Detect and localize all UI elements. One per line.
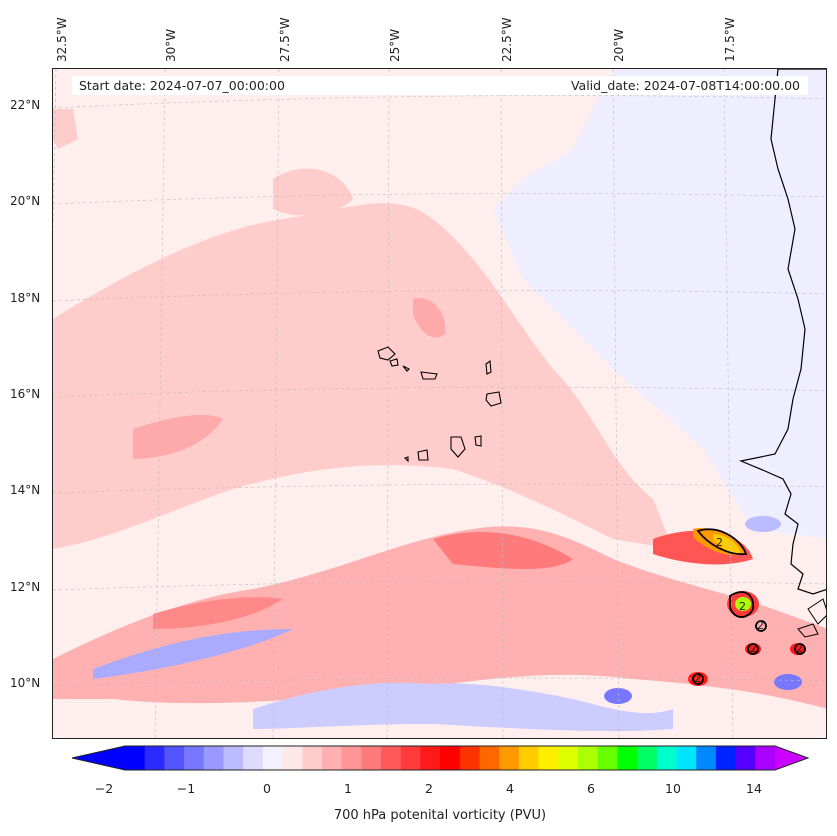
date-banner: Start date: 2024-07-07_00:00:00 Valid_da… <box>72 76 808 95</box>
colorbar-segment <box>164 746 185 770</box>
colorbar-min-extension <box>72 746 125 770</box>
low-pv-region-ne <box>493 69 826 539</box>
colorbar-segment <box>381 746 402 770</box>
colorbar <box>71 745 810 771</box>
lat-label-12n: 12°N <box>10 580 41 594</box>
lat-label-14n: 14°N <box>10 483 41 497</box>
colorbar-segment <box>696 746 717 770</box>
colorbar-segment <box>420 746 441 770</box>
colorbar-segment <box>656 746 678 770</box>
colorbar-tick: 10 <box>665 781 681 796</box>
strong-pv-band <box>53 526 826 709</box>
pv-cell-south-core <box>735 597 751 611</box>
moderate-pv-nw <box>53 109 78 149</box>
negative-pv-cell-3 <box>745 516 781 532</box>
colorbar-tick: −2 <box>94 781 114 796</box>
colorbar-segment <box>203 746 224 770</box>
colorbar-segment <box>637 746 658 770</box>
lat-label-20n: 20°N <box>10 194 41 208</box>
colorbar-segment <box>755 746 776 770</box>
lon-label-20w: 20°W <box>612 28 626 62</box>
lon-label-30w: 30°W <box>164 28 178 62</box>
colorbar-segment <box>223 746 244 770</box>
colorbar-segment <box>341 746 362 770</box>
gridlines <box>53 69 826 738</box>
colorbar-tick: 1 <box>344 781 352 796</box>
pv-map: 2 2 2 2 2 2 <box>52 68 827 739</box>
pv-max-yellow <box>713 534 741 554</box>
colorbar-tick: 2 <box>425 781 433 796</box>
lat-label-22n: 22°N <box>10 98 41 112</box>
colorbar-segment <box>243 746 264 770</box>
colorbar-segment <box>459 746 481 770</box>
colorbar-tick: −1 <box>176 781 196 796</box>
negative-pv-band-2 <box>253 682 673 732</box>
contour-label: 2 <box>739 600 746 613</box>
moderate-pv-north <box>273 168 353 216</box>
negative-pv-cell-2 <box>774 674 802 690</box>
colorbar-segment <box>361 746 382 770</box>
lon-label-32-5w: 32.5°W <box>55 17 69 62</box>
pv-patch-1 <box>413 298 446 338</box>
contour-label: 2 <box>796 642 803 655</box>
africa-coastline <box>738 69 826 595</box>
colorbar-tick: 0 <box>263 781 271 796</box>
lon-label-27-5w: 27.5°W <box>278 17 292 62</box>
pv-patch-2 <box>133 414 223 459</box>
pv-cell-3 <box>790 643 806 655</box>
colorbar-segment <box>558 746 579 770</box>
lat-label-16n: 16°N <box>10 387 41 401</box>
lon-label-25w: 25°W <box>388 28 402 62</box>
negative-pv-cell <box>604 688 632 704</box>
moderate-pv-west <box>73 276 193 359</box>
pv-cell-4 <box>688 672 708 686</box>
colorbar-segment <box>538 746 559 770</box>
valid-date: Valid_date: 2024-07-08T14:00:00.00 <box>570 78 800 93</box>
lat-label-10n: 10°N <box>10 676 41 690</box>
colorbar-segment <box>676 746 697 770</box>
pv-ridge-2 <box>153 597 283 629</box>
start-date: Start date: 2024-07-07_00:00:00 <box>79 78 285 93</box>
moderate-pv-band <box>53 203 673 550</box>
pv-ridge-1 <box>433 531 573 569</box>
low-pv-patch <box>573 219 653 299</box>
colorbar-segment <box>617 746 638 770</box>
lat-label-18n: 18°N <box>10 291 41 305</box>
contour-label: 2 <box>757 619 764 632</box>
colorbar-tick: 6 <box>587 781 595 796</box>
colorbar-label: 700 hPa potenital vorticity (PVU) <box>333 808 547 823</box>
cape-verde-islands <box>377 346 502 463</box>
contour-label: 2 <box>750 642 757 655</box>
bijagos-islands <box>797 598 826 638</box>
pv-field-svg <box>53 69 826 738</box>
colorbar-segment <box>715 746 737 770</box>
colorbar-outline <box>71 745 810 771</box>
colorbar-segment <box>302 746 323 770</box>
contour-label: 2 <box>716 536 723 549</box>
colorbar-segment <box>735 746 756 770</box>
lon-label-22-5w: 22.5°W <box>500 17 514 62</box>
contour-label: 2 <box>694 672 701 685</box>
colorbar-segment <box>499 746 520 770</box>
lon-label-17-5w: 17.5°W <box>723 17 737 62</box>
colorbar-tick: 4 <box>506 781 514 796</box>
colorbar-segment <box>400 746 421 770</box>
colorbar-segment <box>479 746 500 770</box>
colorbar-segment <box>262 746 284 770</box>
colorbar-segment <box>144 746 165 770</box>
colorbar-segment <box>518 746 540 770</box>
negative-pv-band-1 <box>93 629 293 679</box>
colorbar-tick: 14 <box>746 781 762 796</box>
colorbar-segment <box>578 746 599 770</box>
colorbar-segment <box>282 746 303 770</box>
colorbar-segment <box>125 746 146 770</box>
colorbar-segment <box>184 746 205 770</box>
pv-2-contours <box>692 528 806 685</box>
colorbar-segment <box>321 746 343 770</box>
colorbar-max-extension <box>775 746 808 770</box>
colorbar-segment <box>440 746 461 770</box>
colorbar-segment <box>597 746 618 770</box>
